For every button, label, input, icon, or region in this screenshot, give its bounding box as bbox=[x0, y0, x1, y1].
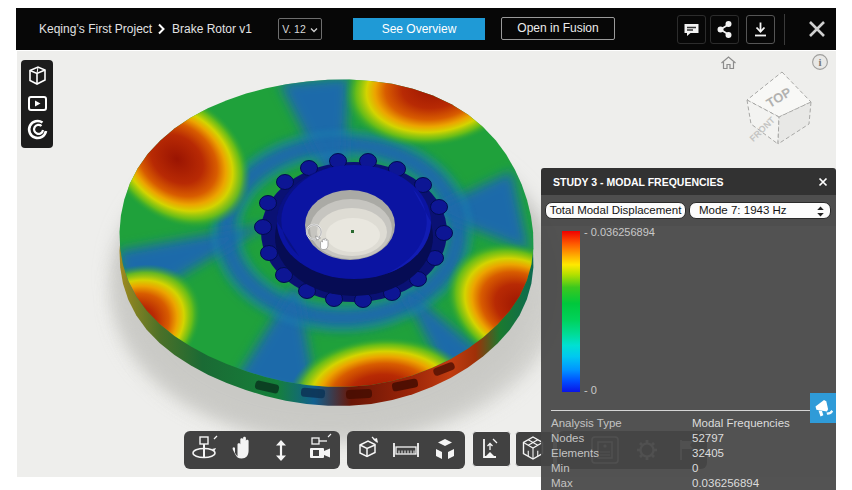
svg-text:i: i bbox=[818, 56, 821, 68]
